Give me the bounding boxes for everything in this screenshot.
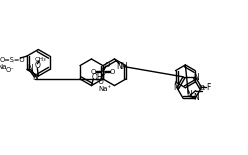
Text: O=S=O: O=S=O bbox=[0, 57, 25, 63]
Text: O: O bbox=[34, 61, 40, 70]
Text: N: N bbox=[193, 93, 199, 102]
Text: N: N bbox=[173, 83, 179, 92]
Text: ⁻O: ⁻O bbox=[96, 79, 104, 85]
Text: Na⁺: Na⁺ bbox=[98, 86, 111, 92]
Text: O: O bbox=[110, 69, 115, 75]
Text: CH₃: CH₃ bbox=[34, 58, 46, 62]
Text: N: N bbox=[193, 73, 199, 82]
Text: O⁻: O⁻ bbox=[5, 67, 14, 73]
Text: O: O bbox=[105, 62, 110, 68]
Text: OH: OH bbox=[91, 73, 103, 82]
Text: O: O bbox=[91, 69, 96, 75]
Text: NH: NH bbox=[116, 62, 128, 71]
Text: S: S bbox=[101, 68, 105, 77]
Text: N: N bbox=[32, 73, 38, 82]
Text: Na: Na bbox=[0, 64, 7, 70]
Text: Et: Et bbox=[198, 85, 205, 91]
Text: F: F bbox=[206, 83, 210, 92]
Text: N: N bbox=[186, 90, 192, 99]
Text: N: N bbox=[28, 64, 33, 73]
